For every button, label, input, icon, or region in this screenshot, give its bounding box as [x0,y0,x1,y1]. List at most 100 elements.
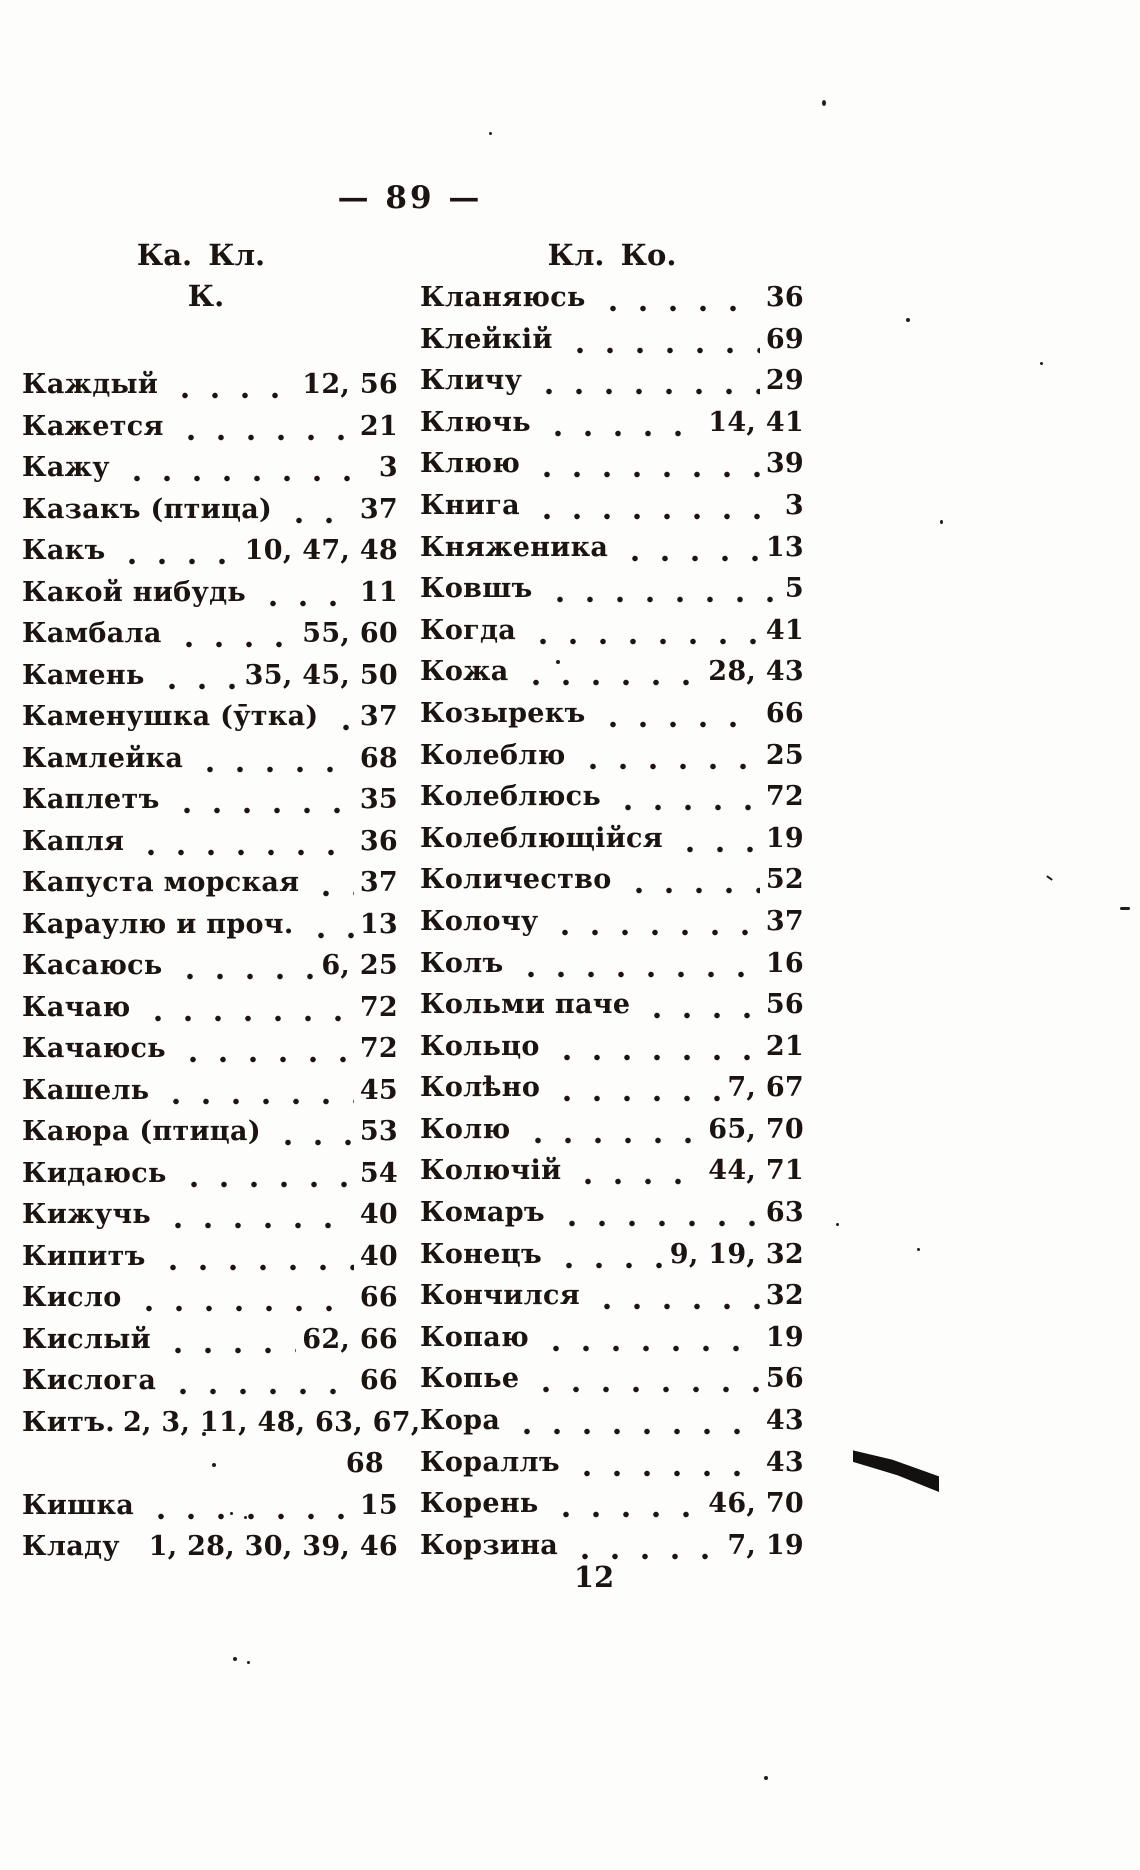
entry-pages: 68 [359,742,398,774]
index-entry: Кажу 3 [22,447,398,489]
dot-leader [134,825,354,862]
index-entry: Какой нибудь 11 [22,572,398,613]
index-entry: Кличу 29 [420,360,804,402]
entry-word: Капля [22,825,125,857]
index-entry: Колочу 37 [420,901,804,943]
page-number: — 89 — [337,180,483,216]
entry-pages: 7, 19 [727,1529,804,1561]
entry-pages: 72 [359,991,398,1023]
entry-pages: 63 [765,1197,804,1229]
entry-pages: 36 [765,282,804,313]
dot-leader [532,365,760,402]
entry-word: Кидаюсь [22,1157,167,1189]
entry-pages: 7, 67 [727,1072,804,1104]
section-letter: К. [187,279,225,313]
dot-leader [540,406,703,444]
index-entry: Клюю 39 [420,443,804,485]
index-left-column: Каждый 12, 56 Кажется 21 Кажу 3 Казакъ (птица)… [22,364,420,1568]
entry-word: Кажу [22,452,110,483]
entry-word: Качаюсь [22,1033,166,1064]
entry-pages: 43 [765,1446,804,1478]
scan-speck [1046,875,1053,881]
index-entry: Каждый 12, 56 [22,364,398,406]
entry-pages: 21 [765,1030,804,1062]
dot-leader [161,1199,354,1236]
index-entry: Колю 65, 70 [420,1109,804,1151]
index-entry: Кажется 21 [22,406,398,447]
dot-leader [282,493,354,530]
entry-word: Камень [22,659,145,691]
dot-leader [621,864,760,901]
index-entry: Комаръ 63 [420,1192,804,1234]
scan-speck [202,1432,206,1436]
index-entry: Кладу 1, 28, 30, 39, 46 [22,1526,398,1568]
entry-pages: 62, 66 [302,1323,398,1355]
dot-leader [166,1365,354,1402]
entry-word: Комаръ [420,1197,545,1229]
entry-pages: 68 [345,1448,384,1479]
dot-leader [673,822,760,860]
entry-pages: 66 [359,1282,398,1313]
entry-pages: 21 [359,410,398,442]
index-entry: Кашель 45 [22,1070,398,1111]
dot-leader [328,701,354,738]
entry-word: Каплетъ [22,784,160,815]
index-entry: Какъ 10, 47, 48 [22,530,398,572]
dot-leader [168,369,297,406]
index-entry: Кишка 15 [22,1485,398,1526]
index-entry: Капуста морская 37 [22,862,398,904]
dot-leader [539,1321,760,1359]
scan-speck [764,1776,768,1780]
entry-pages: 5 [784,573,804,605]
entry-word: Кора [420,1405,501,1437]
dot-leader [172,950,316,987]
dot-leader [551,1238,664,1276]
entry-pages: 40 [359,1240,398,1272]
entry-pages: 53 [359,1116,398,1147]
entry-pages: 3 [784,489,804,521]
index-entry: Ковшъ 5 [420,568,804,610]
index-entry: Колеблюсь 72 [420,776,804,818]
entry-word: Колѣно [420,1072,541,1104]
index-entry: Кислый 62, 66 [22,1319,398,1360]
dot-leader [575,739,760,777]
index-entry: Количество 52 [420,859,804,901]
dot-leader [595,282,760,319]
entry-word: Конецъ [420,1238,542,1270]
entry-pages: 9, 19, 32 [669,1238,804,1270]
entry-word: Когда [420,614,517,646]
dot-leader [548,1488,703,1525]
index-entry: Кольми паче 56 [420,984,804,1026]
entry-word: Кораллъ [420,1446,560,1478]
right-column-guide: Кл. Ко. [547,238,677,272]
entry-pages: 36 [359,825,398,857]
entry-pages: 46, 70 [708,1488,804,1520]
dot-leader [169,784,354,821]
scan-speck [556,660,560,664]
left-column-guide: Ка. Кл. [136,238,266,272]
dot-leader [176,1157,354,1194]
dot-leader [129,1531,143,1568]
index-entry: Кидаюсь 54 [22,1153,398,1194]
entry-word: Корзина [420,1529,559,1561]
dot-leader [529,489,779,527]
entry-pages: 72 [765,781,804,813]
entry-pages: 69 [765,323,804,355]
index-entry: Копье 56 [420,1358,804,1401]
index-entry: Корзина 7, 19 [420,1525,804,1567]
entry-word: Копье [420,1363,520,1395]
entry-pages: 25 [765,739,804,771]
dot-leader [159,1074,354,1111]
entry-word: Каменушка (ӯтка) [22,701,319,732]
index-entry: Кораллъ 43 [420,1442,804,1484]
entry-word: Кольми паче [420,989,631,1021]
entry-pages: 72 [359,1033,398,1064]
index-entry: Клейкій 69 [420,319,804,361]
dot-leader [589,1280,760,1317]
index-right-column: Кланяюсь 36 Клейкій 69 Кличу 29 Ключь 14, 41 Клю… [420,277,804,1567]
dot-leader [542,573,779,610]
dot-leader [569,1446,760,1484]
entry-word: Ковшъ [420,573,533,605]
entry-pages: 54 [359,1157,398,1189]
